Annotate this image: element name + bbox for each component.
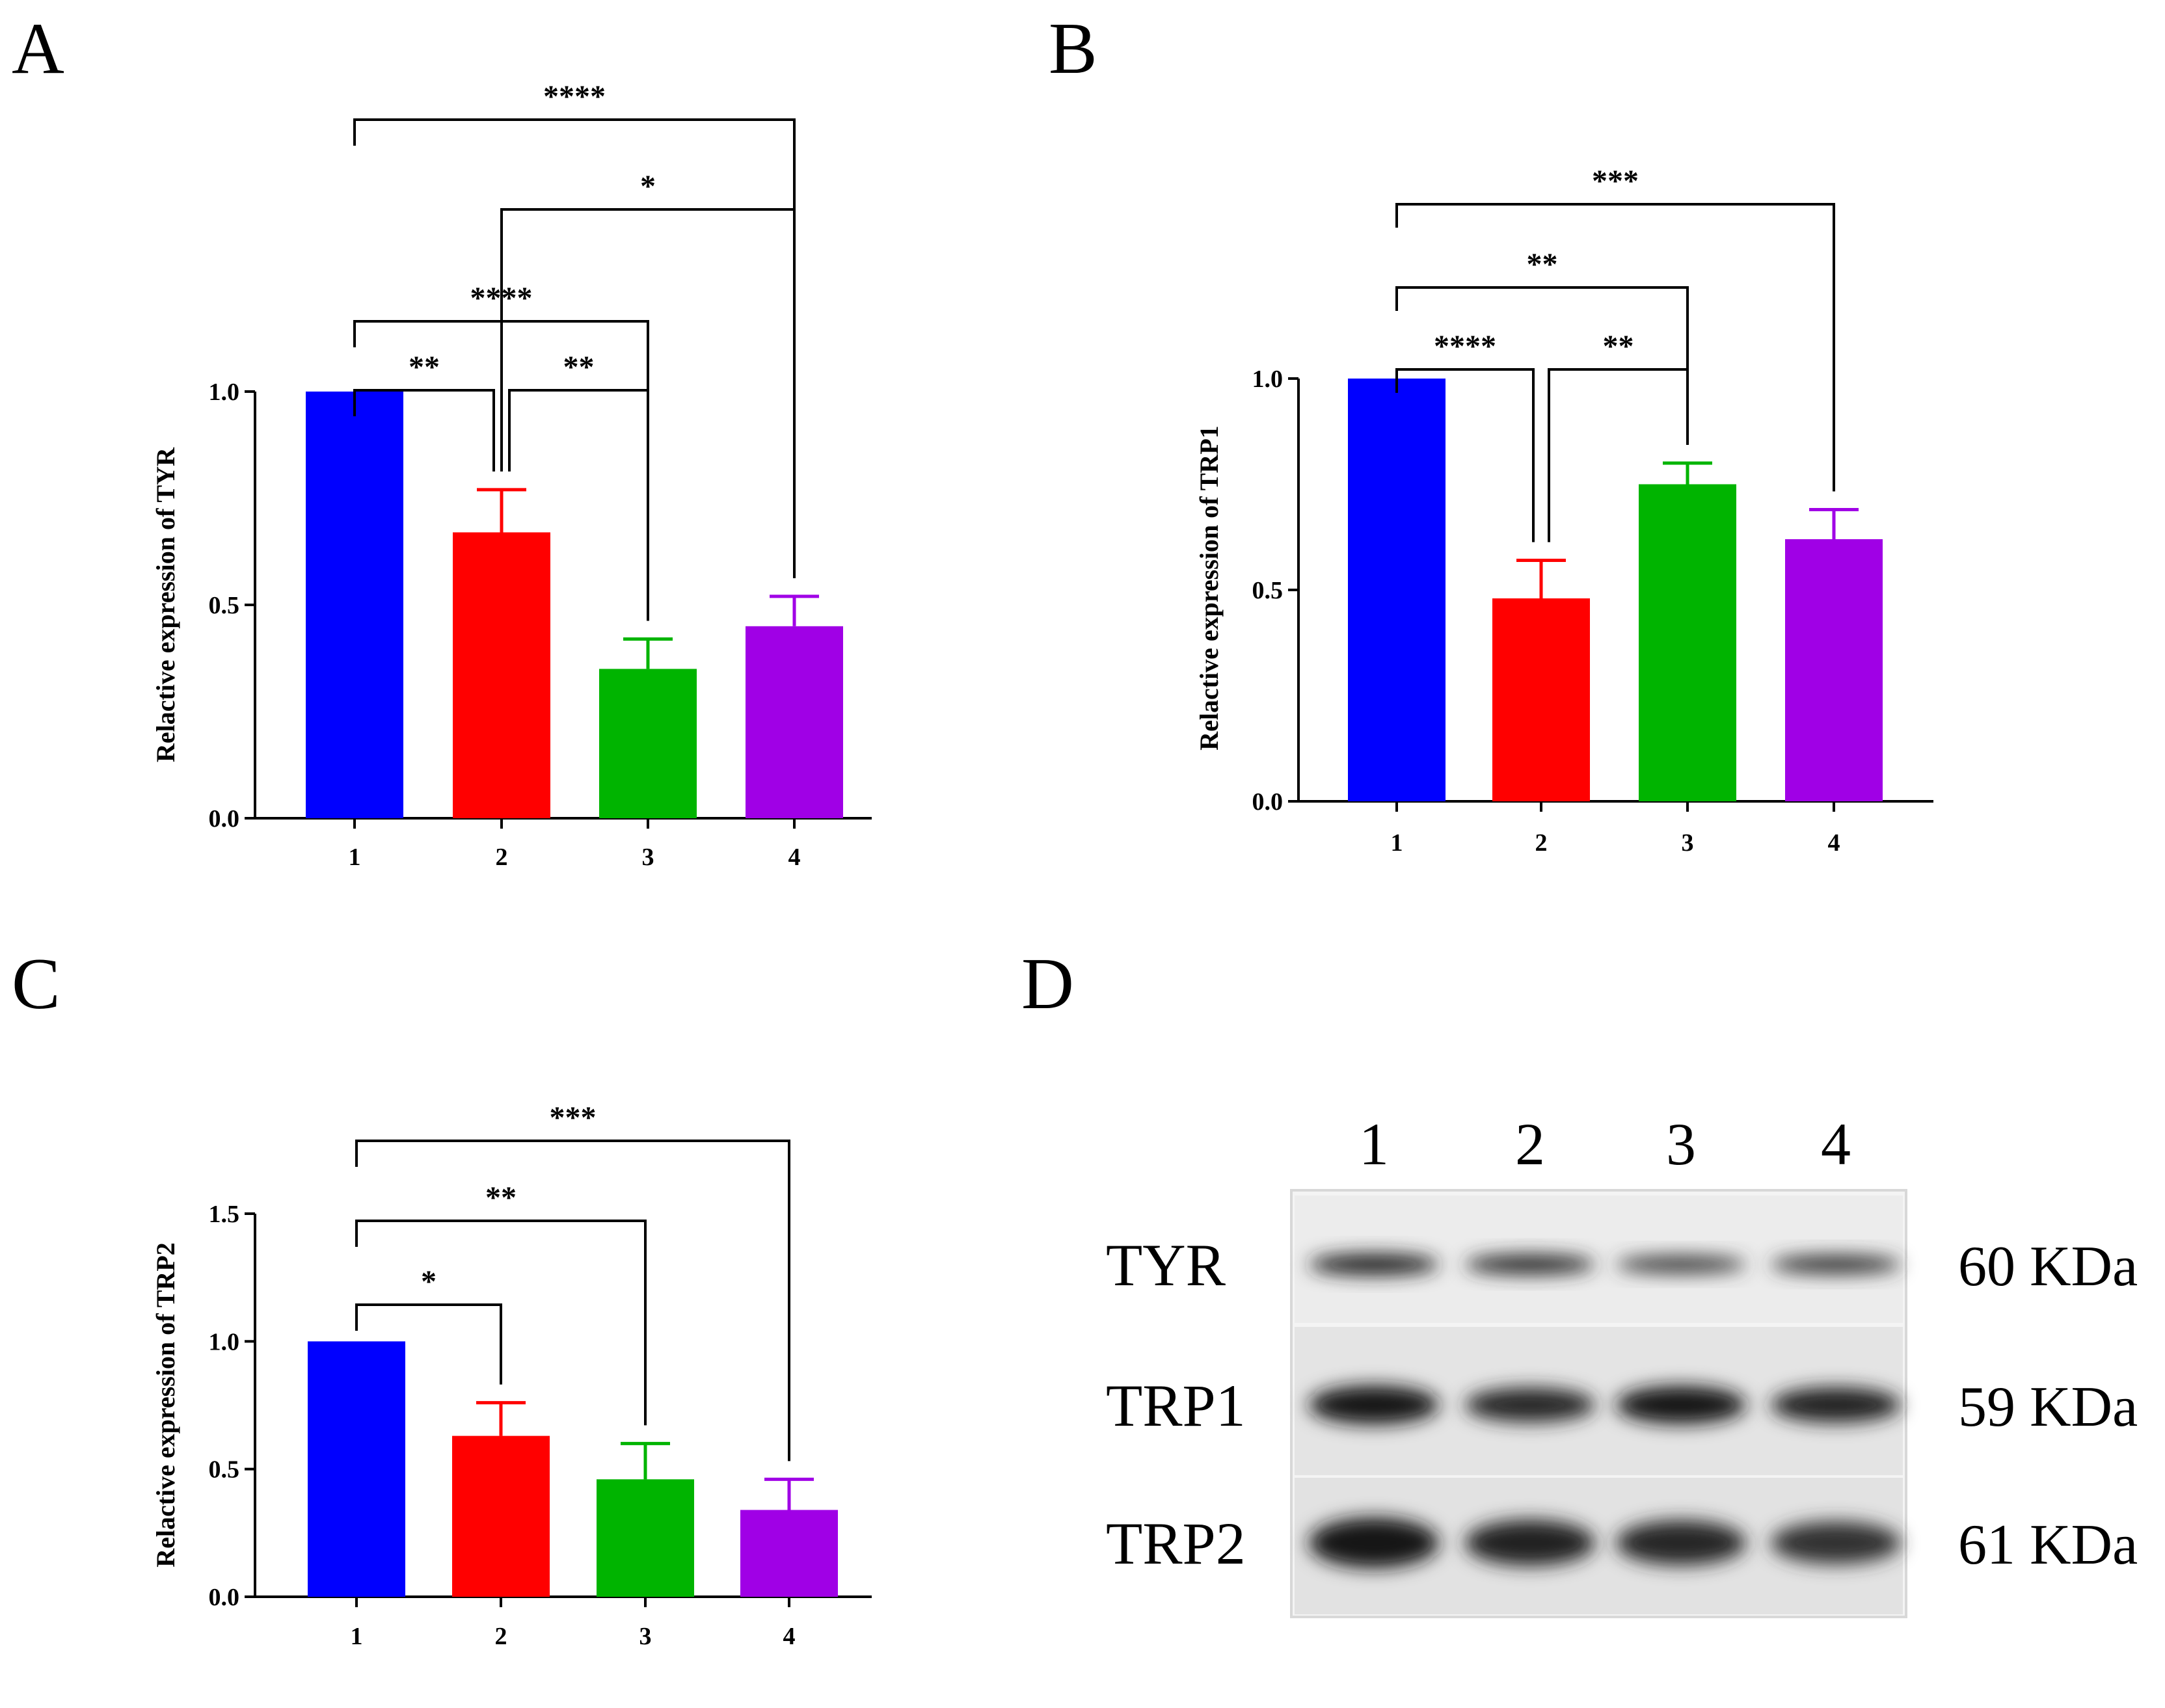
blot-size-label: 60 KDa bbox=[1958, 1235, 2138, 1298]
y-tick-label: 0.5 bbox=[209, 592, 240, 619]
blot-lane-label: 3 bbox=[1666, 1111, 1696, 1177]
y-axis-label: Relactive expression of TRP2 bbox=[151, 1242, 180, 1568]
significance-label: * bbox=[640, 169, 656, 204]
blot-protein-label: TRP1 bbox=[1106, 1372, 1246, 1439]
blot-band-trp2 bbox=[1616, 1520, 1746, 1566]
significance-label: ** bbox=[563, 350, 595, 384]
blot-protein-label: TRP2 bbox=[1106, 1510, 1246, 1577]
significance-bracket bbox=[353, 118, 796, 578]
x-tick-label: 4 bbox=[783, 1623, 796, 1650]
bar-2 bbox=[1492, 598, 1590, 801]
significance-bracket bbox=[355, 1303, 502, 1385]
panel-letter-d: D bbox=[1021, 944, 1074, 1024]
y-axis-label: Relactive expression of TRP1 bbox=[1194, 425, 1224, 751]
y-tick-label: 0.0 bbox=[209, 805, 240, 833]
panel-letter-a: A bbox=[12, 8, 64, 89]
blot-band-trp1 bbox=[1616, 1385, 1746, 1424]
y-tick-label: 1.0 bbox=[209, 1328, 240, 1355]
y-tick-label: 0.0 bbox=[1252, 788, 1284, 816]
x-tick-label: 2 bbox=[495, 1623, 507, 1650]
significance-label: **** bbox=[543, 79, 606, 114]
blot-band-trp2 bbox=[1309, 1517, 1439, 1568]
significance-bracket bbox=[355, 1140, 790, 1461]
significance-label: ** bbox=[485, 1181, 517, 1215]
blot-band-tyr bbox=[1771, 1255, 1901, 1274]
bar-1 bbox=[308, 1341, 405, 1597]
chart-tyr: 0.0 0.5 1.0 Relactive expression of TYR 1 2 3 4… bbox=[151, 79, 872, 871]
y-tick-label: 1.0 bbox=[209, 379, 240, 406]
significance-bracket bbox=[1395, 368, 1535, 542]
bar-2 bbox=[453, 532, 550, 818]
chart-trp1: 0.0 0.5 1.0 Relactive expression of TRP1 1 2 3… bbox=[1194, 164, 1933, 857]
significance-label: * bbox=[421, 1264, 437, 1299]
blot-band-tyr bbox=[1309, 1253, 1439, 1275]
blot-lane-label: 4 bbox=[1821, 1111, 1851, 1177]
bar-4 bbox=[1785, 539, 1883, 801]
significance-label: ** bbox=[409, 350, 440, 384]
y-tick-label: 0.0 bbox=[209, 1584, 240, 1611]
y-tick-label: 1.5 bbox=[209, 1201, 240, 1228]
chart-trp2: 0.0 0.5 1.0 1.5 Relactive expression of TRP2… bbox=[151, 1101, 872, 1650]
western-blot: 1 2 3 4 TYR 60 KDa TRP1 59 KDa TRP2 61 KDa bbox=[1106, 1111, 2138, 1618]
blot-size-label: 61 KDa bbox=[1958, 1514, 2138, 1577]
y-tick-label: 0.5 bbox=[209, 1456, 240, 1484]
significance-label: *** bbox=[1592, 164, 1639, 198]
significance-label: ** bbox=[1603, 329, 1634, 364]
blot-protein-label: TYR bbox=[1106, 1232, 1226, 1298]
significance-label: **** bbox=[1434, 329, 1496, 364]
bar-1 bbox=[306, 392, 403, 818]
significance-bracket bbox=[355, 1220, 647, 1426]
x-tick-label: 1 bbox=[1391, 829, 1403, 857]
y-tick-label: 1.0 bbox=[1252, 366, 1284, 393]
significance-label: ** bbox=[1527, 247, 1558, 282]
x-tick-label: 1 bbox=[349, 844, 361, 871]
bar-4 bbox=[740, 1510, 838, 1597]
blot-band-trp1 bbox=[1309, 1385, 1439, 1424]
x-tick-label: 2 bbox=[496, 844, 508, 871]
x-tick-label: 3 bbox=[639, 1623, 652, 1650]
blot-band-tyr bbox=[1616, 1255, 1746, 1274]
bar-1 bbox=[1348, 379, 1446, 801]
bar-3 bbox=[1639, 484, 1736, 801]
x-tick-label: 3 bbox=[1682, 829, 1694, 857]
significance-bracket bbox=[1395, 286, 1689, 445]
x-tick-label: 1 bbox=[351, 1623, 363, 1650]
significance-bracket bbox=[1395, 203, 1835, 492]
bar-4 bbox=[746, 626, 843, 818]
significance-bracket bbox=[353, 389, 495, 472]
blot-band-trp2 bbox=[1771, 1521, 1901, 1564]
bar-3 bbox=[597, 1479, 694, 1597]
significance-label: *** bbox=[550, 1101, 597, 1135]
blot-lane-label: 2 bbox=[1515, 1111, 1545, 1177]
blot-band-trp1 bbox=[1465, 1387, 1595, 1422]
panel-letter-b: B bbox=[1049, 8, 1097, 89]
x-tick-label: 3 bbox=[642, 844, 654, 871]
bar-2 bbox=[452, 1435, 550, 1597]
x-tick-label: 2 bbox=[1535, 829, 1548, 857]
y-tick-label: 0.5 bbox=[1252, 577, 1284, 604]
blot-lane-label: 1 bbox=[1359, 1111, 1389, 1177]
blot-band-trp1 bbox=[1771, 1387, 1901, 1423]
panel-letter-c: C bbox=[12, 944, 61, 1024]
x-tick-label: 4 bbox=[788, 844, 801, 871]
y-axis-label: Relactive expression of TYR bbox=[151, 447, 180, 762]
blot-band-trp2 bbox=[1465, 1519, 1595, 1566]
bar-3 bbox=[599, 669, 697, 818]
blot-band-tyr bbox=[1465, 1254, 1595, 1275]
x-tick-label: 4 bbox=[1828, 829, 1840, 857]
blot-size-label: 59 KDa bbox=[1958, 1376, 2138, 1439]
